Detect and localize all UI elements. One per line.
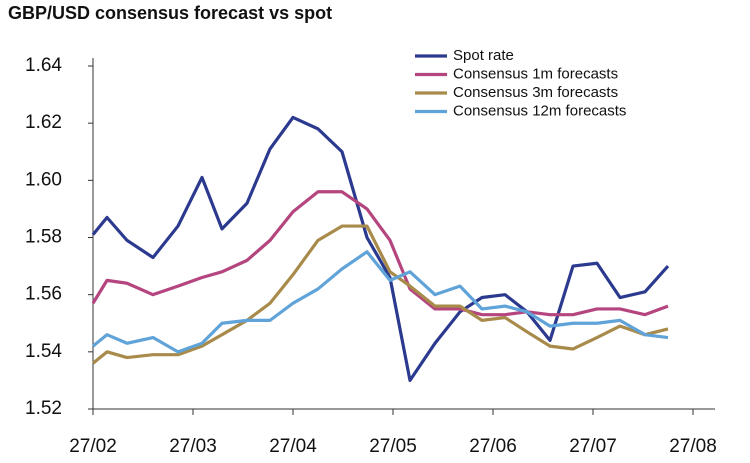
legend-label: Consensus 3m forecasts xyxy=(453,84,618,101)
y-tick-label: 1.54 xyxy=(25,341,62,362)
series-line xyxy=(91,250,669,354)
y-tick-label: 1.56 xyxy=(25,284,62,305)
legend-label: Consensus 1m forecasts xyxy=(453,65,618,82)
x-tick-label: 27/03 xyxy=(169,436,217,457)
y-tick-label: 1.60 xyxy=(25,169,62,190)
x-tick-label: 27/06 xyxy=(469,436,517,457)
x-tick-label: 27/04 xyxy=(269,436,317,457)
series-line xyxy=(91,115,670,383)
legend-label: Spot rate xyxy=(453,47,514,64)
y-tick-label: 1.52 xyxy=(25,398,62,419)
y-tick-label: 1.62 xyxy=(25,112,62,133)
series-line xyxy=(91,224,669,365)
y-tick-label: 1.58 xyxy=(25,227,62,248)
x-tick-label: 27/07 xyxy=(569,436,617,457)
x-tick-label: 27/08 xyxy=(669,436,717,457)
legend-label: Consensus 12m forecasts xyxy=(453,102,626,119)
series-line xyxy=(91,190,669,317)
x-tick-label: 27/02 xyxy=(69,436,117,457)
y-tick-label: 1.64 xyxy=(25,55,62,76)
x-tick-label: 27/05 xyxy=(369,436,417,457)
chart-title: GBP/USD consensus forecast vs spot xyxy=(8,3,332,23)
